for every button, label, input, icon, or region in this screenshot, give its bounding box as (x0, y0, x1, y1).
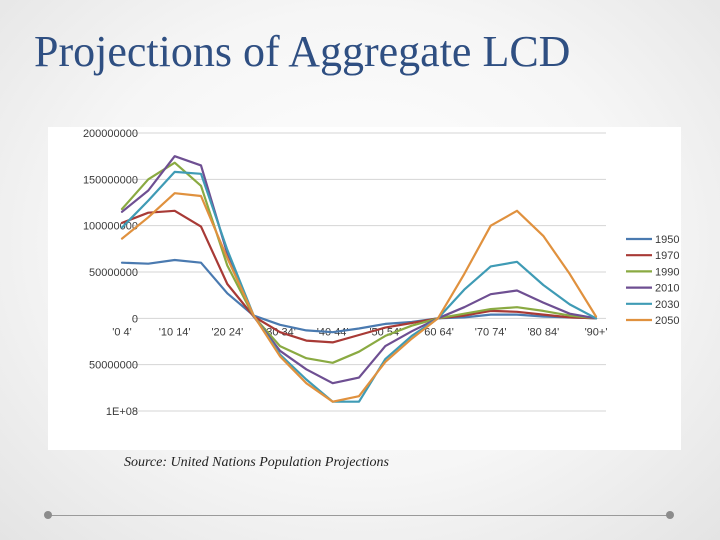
legend-label: 2030 (655, 299, 679, 311)
source-note: Source: United Nations Population Projec… (124, 455, 389, 470)
x-tick-label: '60 64' (422, 326, 454, 338)
x-tick-label: '70 74' (475, 326, 507, 338)
legend-label: 1990 (655, 266, 679, 278)
y-tick-label: 0 (132, 313, 138, 325)
y-tick-label: 100000000 (83, 221, 138, 233)
footer-dot-right (666, 511, 674, 519)
legend-label: 1950 (655, 234, 679, 246)
line-chart: 200000000 150000000 100000000 50000000 0 5000… (83, 128, 680, 418)
footer-rule (48, 515, 670, 516)
series-line-2010 (120, 155, 598, 385)
y-tick-label: 150000000 (83, 174, 138, 186)
slide-title: Projections of Aggregate LCD (34, 27, 571, 76)
x-tick-label: '0 4' (112, 326, 132, 338)
footer-dot-left (44, 511, 52, 519)
series-line-1970 (120, 209, 598, 344)
y-tick-label: 200000000 (83, 128, 138, 140)
x-tick-label: '10 14' (159, 326, 191, 338)
y-tick-label: 50000000 (89, 267, 138, 279)
legend-label: 2010 (655, 283, 679, 295)
series-line-1990 (120, 161, 598, 364)
x-tick-label: '80 84' (527, 326, 559, 338)
chart-panel: 200000000 150000000 100000000 50000000 0 5000… (48, 127, 681, 450)
series-line-1950 (120, 258, 598, 334)
series-line-2050 (120, 192, 598, 403)
legend-label: 2050 (655, 315, 679, 327)
y-tick-label: 1E+08 (106, 406, 138, 418)
series-line-2030 (120, 170, 598, 403)
legend-label: 1970 (655, 250, 679, 262)
y-tick-label: 50000000 (89, 360, 138, 372)
x-tick-label: '20 24' (211, 326, 243, 338)
x-tick-label: '90+' (585, 326, 608, 338)
